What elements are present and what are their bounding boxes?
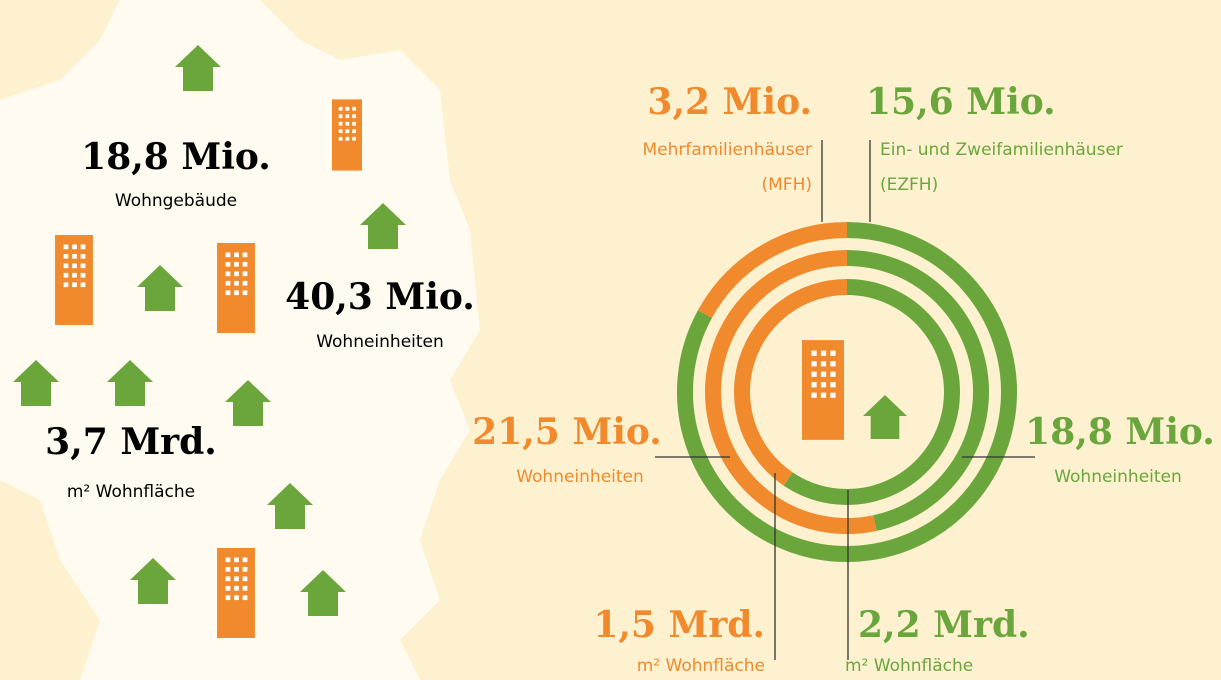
ring-segment bbox=[677, 222, 1017, 562]
caption: (EZFH) bbox=[880, 175, 938, 195]
caption: m² Wohnfläche bbox=[637, 656, 765, 676]
caption: Ein- und Zweifamilienhäuser bbox=[880, 140, 1123, 160]
value-label: 21,5 Mio. bbox=[472, 411, 662, 453]
total-label: m² Wohnfläche bbox=[67, 482, 195, 502]
value-label: 18,8 Mio. bbox=[1025, 411, 1215, 453]
caption: Mehrfamilienhäuser bbox=[642, 140, 812, 160]
total-label: Wohneinheiten bbox=[316, 332, 444, 352]
total-label: Wohngebäude bbox=[115, 191, 237, 211]
caption: Wohneinheiten bbox=[1054, 467, 1182, 487]
value-label: 2,2 Mrd. bbox=[858, 604, 1030, 646]
value-label: 3,2 Mio. bbox=[647, 81, 812, 123]
caption: (MFH) bbox=[762, 175, 813, 195]
caption: m² Wohnfläche bbox=[845, 656, 973, 676]
total-value: 3,7 Mrd. bbox=[45, 421, 217, 463]
center-icons bbox=[802, 340, 907, 440]
total-value: 40,3 Mio. bbox=[285, 276, 475, 318]
rings bbox=[677, 222, 1017, 562]
ring-segment bbox=[697, 222, 848, 319]
ring-segment bbox=[734, 279, 848, 486]
caption: Wohneinheiten bbox=[516, 467, 644, 487]
ring-segment bbox=[846, 250, 989, 531]
value-label: 1,5 Mrd. bbox=[593, 604, 765, 646]
total-value: 18,8 Mio. bbox=[81, 136, 271, 178]
ring-segment bbox=[705, 250, 877, 534]
ring-segment bbox=[783, 279, 960, 505]
value-label: 15,6 Mio. bbox=[866, 81, 1056, 123]
